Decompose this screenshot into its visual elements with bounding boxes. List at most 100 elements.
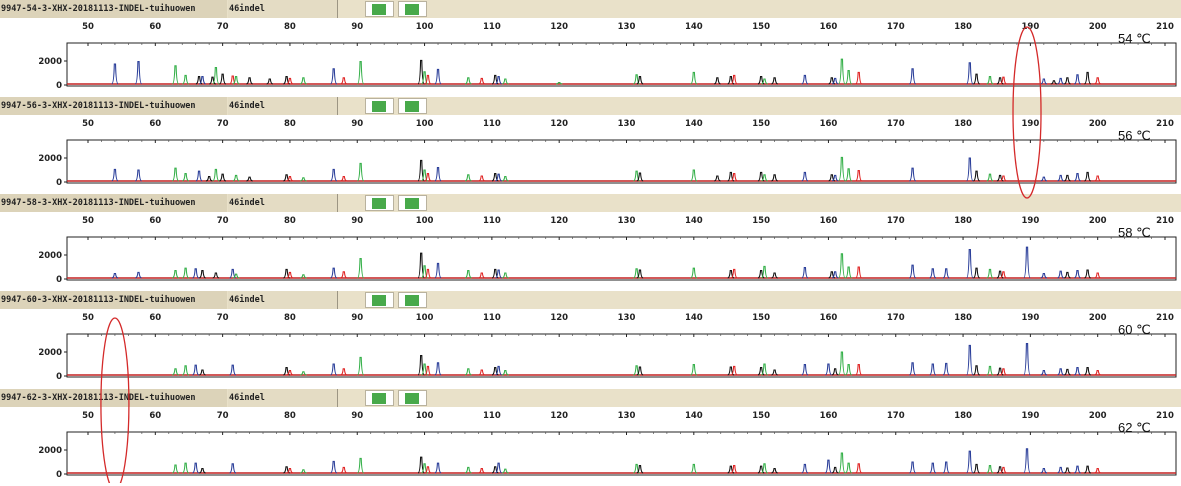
peak-green: [232, 174, 240, 182]
peak-green: [182, 462, 189, 474]
dye-toggle-box[interactable]: [365, 195, 394, 211]
x-tick-label: 150: [752, 22, 770, 32]
peak-black: [636, 269, 644, 279]
x-tick-label: 100: [416, 22, 434, 32]
peak-red: [424, 173, 432, 182]
peak-blue: [495, 269, 502, 279]
peak-green: [172, 368, 179, 376]
sample-header: 9947-56-3-XHX-20181113-INDEL-tuihuowen 46…: [0, 97, 1181, 115]
peak-blue: [135, 169, 142, 182]
y-tick-label: 0: [56, 470, 62, 480]
x-tick-label: 180: [954, 216, 972, 226]
peak-black: [831, 368, 839, 376]
x-tick-label: 50: [82, 22, 94, 32]
peak-blue: [1040, 78, 1048, 85]
dye-toggle-box[interactable]: [365, 292, 394, 308]
x-tick-label: 160: [820, 216, 838, 226]
dye-toggle-box[interactable]: [398, 1, 427, 17]
x-tick-label: 110: [483, 119, 501, 129]
x-tick-label: 170: [887, 313, 905, 323]
peak-black: [771, 369, 778, 376]
x-tick-label: 70: [217, 313, 229, 323]
dye-toggle-box[interactable]: [365, 390, 394, 406]
green-square-icon: [405, 4, 419, 15]
plot-frame: [66, 236, 1177, 281]
peak-black: [996, 77, 1004, 85]
dye-toggle-box[interactable]: [365, 98, 394, 114]
peak-black: [199, 369, 206, 376]
peak-red: [730, 365, 738, 376]
peak-red: [1000, 271, 1007, 279]
x-tick-label: 170: [887, 411, 905, 421]
peak-green: [690, 169, 698, 182]
x-tick-label: 50: [82, 313, 94, 323]
panel-label: 46indel: [228, 389, 337, 407]
x-tick-label: 100: [416, 216, 434, 226]
peak-green: [300, 371, 307, 376]
sample-header: 9947-54-3-XHX-20181113-INDEL-tuihuowen 46…: [0, 0, 1181, 18]
y-tick-label: 2000: [38, 446, 62, 456]
x-tick-label: 60: [149, 313, 161, 323]
peak-blue: [495, 462, 502, 474]
x-tick-label: 70: [217, 119, 229, 129]
peak-black: [219, 173, 226, 182]
peak-blue: [801, 74, 809, 85]
peak-blue: [831, 77, 839, 85]
peak-black: [1064, 77, 1071, 85]
x-tick-label: 80: [284, 216, 296, 226]
peak-green: [232, 273, 240, 279]
peak-black: [491, 268, 499, 279]
y-tick-label: 2000: [38, 154, 62, 164]
peak-black: [828, 77, 836, 85]
x-tick-label: 160: [820, 22, 838, 32]
x-tick-label: 190: [1022, 411, 1040, 421]
dye-toggle-box[interactable]: [398, 195, 427, 211]
header-divider: [337, 0, 338, 18]
peak-red: [478, 369, 486, 376]
peak-red: [855, 170, 863, 182]
peak-green: [502, 370, 509, 376]
x-tick-label: 190: [1022, 22, 1040, 32]
peak-blue: [434, 462, 442, 474]
x-tick-label: 200: [1089, 22, 1107, 32]
dye-toggle-box[interactable]: [365, 1, 394, 17]
peak-red: [478, 175, 486, 182]
peak-blue: [195, 170, 203, 182]
dye-toggle-box[interactable]: [398, 292, 427, 308]
dye-toggle-box[interactable]: [398, 98, 427, 114]
peak-blue: [1057, 270, 1064, 279]
peak-black: [199, 270, 206, 279]
sample-panel: 9947-54-3-XHX-20181113-INDEL-tuihuowen 46…: [0, 0, 1181, 97]
x-tick-label: 150: [752, 119, 770, 129]
peak-green: [300, 177, 307, 182]
peak-green: [761, 78, 768, 85]
peak-red: [730, 173, 738, 182]
header-divider: [337, 194, 338, 212]
electropherogram-svg: 50 60 70 80 90 100 110 120 130 140 150 160 170 180 190…: [38, 119, 1177, 188]
x-tick-label: 70: [217, 216, 229, 226]
peak-green: [633, 268, 640, 279]
peak-black: [771, 272, 778, 279]
peak-blue: [909, 264, 916, 279]
peak-black: [831, 466, 839, 474]
peak-blue: [966, 157, 974, 182]
peak-red: [229, 75, 237, 85]
peak-green: [633, 365, 640, 376]
peak-blue: [495, 173, 502, 182]
peak-blue: [801, 267, 809, 279]
electropherogram-svg: 50 60 70 80 90 100 110 120 130 140 150 160 170 180 190…: [38, 216, 1177, 285]
peak-blue: [801, 364, 809, 376]
x-tick-label: 200: [1089, 119, 1107, 129]
peak-red: [286, 271, 294, 279]
peak-green: [502, 78, 509, 85]
peak-blue: [1057, 368, 1064, 376]
x-tick-label: 60: [149, 411, 161, 421]
peak-black: [491, 173, 499, 182]
peak-blue: [909, 461, 916, 474]
x-tick-label: 160: [820, 411, 838, 421]
peak-red: [1000, 76, 1007, 85]
peak-black: [727, 366, 735, 376]
peak-red: [1094, 272, 1101, 279]
x-tick-label: 80: [284, 22, 296, 32]
dye-toggle-box[interactable]: [398, 390, 427, 406]
